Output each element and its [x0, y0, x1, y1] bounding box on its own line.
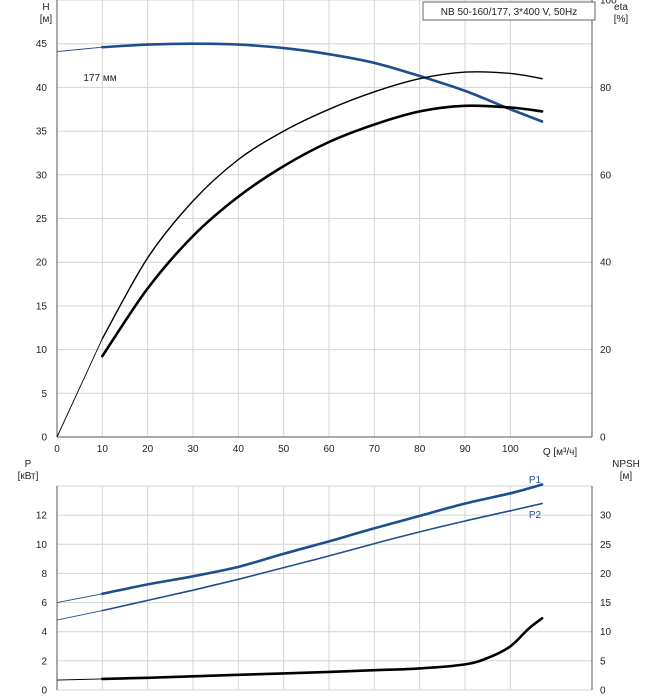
npsh-tick-label: 10	[600, 627, 612, 638]
p-tick-label: 2	[41, 656, 47, 667]
p1-power-curve	[101, 483, 544, 596]
h-tick-label: 20	[36, 258, 48, 269]
p2-power-curve-extension	[56, 610, 103, 621]
npsh-tick-label: 5	[600, 656, 606, 667]
npsh-tick-label: 25	[600, 540, 612, 551]
p-tick-label: 0	[41, 686, 47, 697]
p-tick-label: 6	[41, 598, 47, 609]
head-curve	[101, 42, 544, 123]
q-tick-label: 40	[233, 444, 245, 455]
eta-tick-label: 40	[600, 258, 612, 269]
curve-layer	[56, 42, 544, 681]
npsh-curve	[101, 617, 544, 681]
q-tick-label: 90	[459, 444, 471, 455]
efficiency-axis-label: eta	[614, 2, 628, 13]
npsh-tick-label: 20	[600, 569, 612, 580]
npsh-axis-unit: [м]	[620, 471, 633, 482]
h-tick-label: 5	[41, 389, 47, 400]
h-tick-label: 35	[36, 127, 48, 138]
q-tick-label: 10	[97, 444, 109, 455]
p1-power-curve-extension	[56, 593, 103, 604]
npsh-tick-label: 15	[600, 598, 612, 609]
h-tick-label: 10	[36, 345, 48, 356]
chart-title: NB 50-160/177, 3*400 V, 50Hz	[441, 7, 577, 18]
q-tick-label: 80	[414, 444, 426, 455]
q-tick-label: 0	[54, 444, 60, 455]
eta-tick-label: 20	[600, 345, 612, 356]
p2-series-label: P2	[529, 510, 542, 521]
p-tick-label: 8	[41, 569, 47, 580]
q-tick-label: 100	[502, 444, 519, 455]
q-tick-label: 70	[369, 444, 381, 455]
h-tick-label: 30	[36, 170, 48, 181]
h-tick-label: 40	[36, 83, 48, 94]
efficiency-curve-pump	[101, 71, 543, 340]
head-axis-unit: [м]	[40, 14, 53, 25]
p-tick-label: 4	[41, 627, 47, 638]
flow-axis-label: Q [м³/ч]	[543, 447, 578, 458]
grid-layer	[56, 0, 593, 691]
eta-tick-label: 80	[600, 83, 612, 94]
p-tick-label: 10	[36, 540, 48, 551]
efficiency-curve-pump-extension	[56, 338, 103, 438]
efficiency-curve-total	[101, 104, 544, 358]
impeller-diameter-annotation: 177 мм	[83, 73, 116, 84]
h-tick-label: 0	[41, 433, 47, 444]
p1-series-label: P1	[529, 475, 542, 486]
h-tick-label: 15	[36, 301, 48, 312]
npsh-axis-label: NPSH	[612, 459, 640, 470]
power-axis-label: P	[25, 459, 32, 470]
q-tick-label: 20	[142, 444, 154, 455]
npsh-tick-label: 0	[600, 686, 606, 697]
head-axis-label: H	[42, 2, 49, 13]
power-axis-unit: [кВт]	[18, 471, 39, 482]
eta-tick-label: 100	[600, 0, 617, 7]
efficiency-axis-unit: [%]	[614, 14, 629, 25]
h-tick-label: 45	[36, 39, 48, 50]
head-curve-extension	[56, 46, 103, 53]
h-tick-label: 25	[36, 214, 48, 225]
npsh-curve-extension	[56, 678, 103, 681]
eta-tick-label: 60	[600, 170, 612, 181]
q-tick-label: 30	[187, 444, 199, 455]
p2-power-curve	[101, 502, 543, 612]
q-tick-label: 60	[323, 444, 335, 455]
p-tick-label: 12	[36, 511, 48, 522]
npsh-tick-label: 30	[600, 511, 612, 522]
eta-tick-label: 0	[600, 433, 606, 444]
q-tick-label: 50	[278, 444, 290, 455]
title-box	[422, 1, 596, 21]
